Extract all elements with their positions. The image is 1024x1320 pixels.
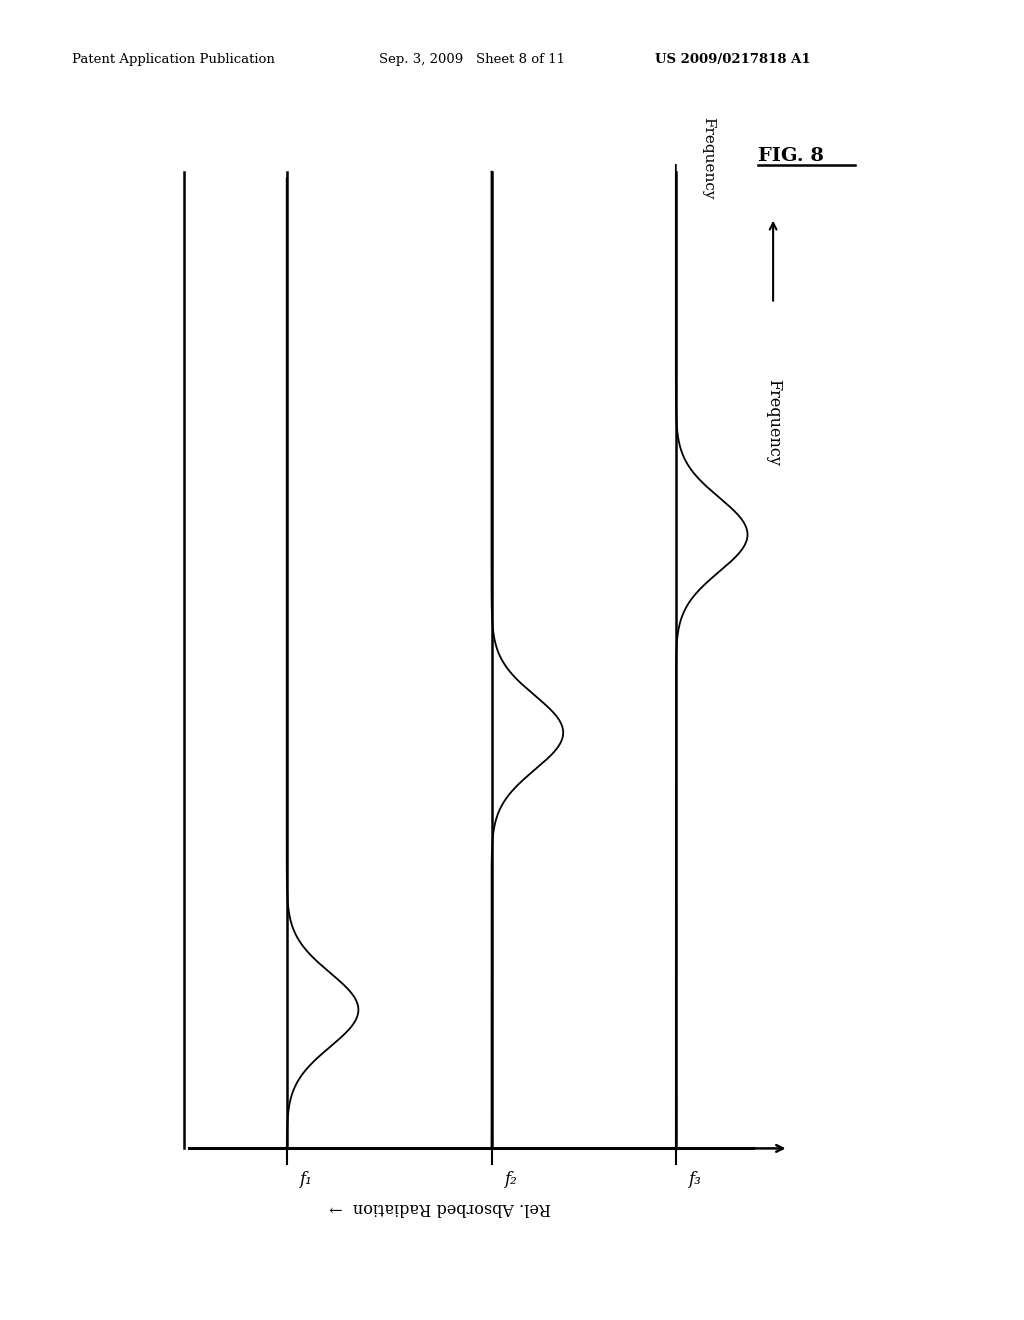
Text: Frequency: Frequency xyxy=(701,117,716,199)
Text: f₂: f₂ xyxy=(504,1171,516,1188)
Text: US 2009/0217818 A1: US 2009/0217818 A1 xyxy=(655,53,811,66)
Text: f₁: f₁ xyxy=(299,1171,311,1188)
Text: FIG. 8: FIG. 8 xyxy=(758,147,823,165)
Text: Frequency: Frequency xyxy=(765,379,781,466)
Text: f₃: f₃ xyxy=(688,1171,700,1188)
Text: Patent Application Publication: Patent Application Publication xyxy=(72,53,274,66)
Text: Sep. 3, 2009   Sheet 8 of 11: Sep. 3, 2009 Sheet 8 of 11 xyxy=(379,53,565,66)
Text: Rel. Absorbed Radiation  →: Rel. Absorbed Radiation → xyxy=(330,1200,551,1216)
